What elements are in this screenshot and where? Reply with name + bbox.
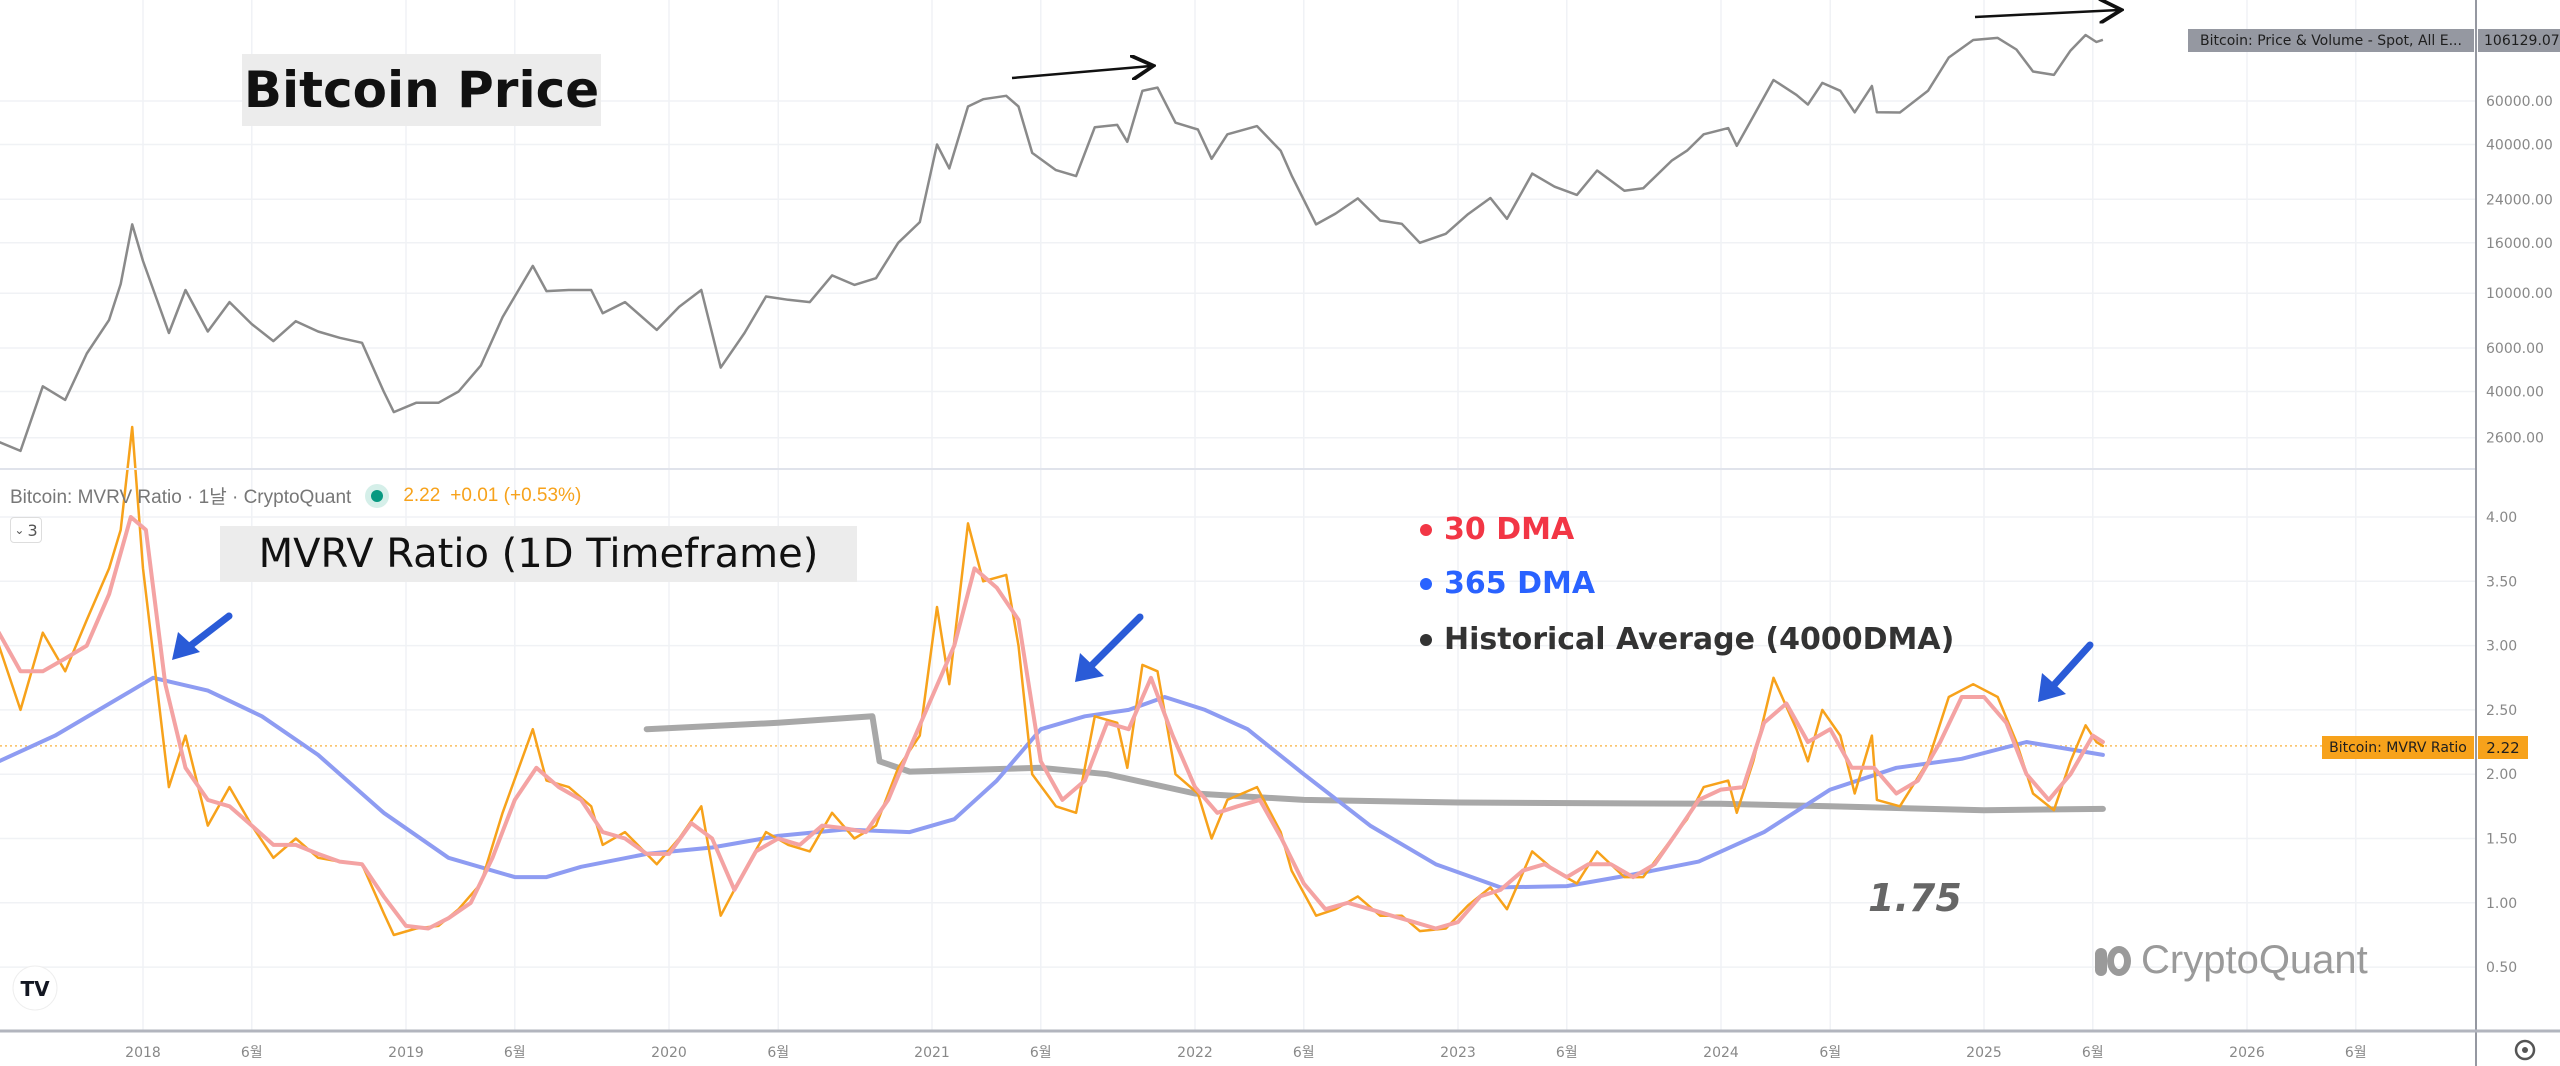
tradingview-logo[interactable]: TV bbox=[12, 965, 58, 1011]
x-tick-label: 6월 bbox=[504, 1045, 526, 1061]
collapse-indicators-button[interactable]: ⌄ 3 bbox=[10, 517, 42, 543]
x-tick-label: 6월 bbox=[2082, 1045, 2104, 1061]
mvrv-legend-header[interactable]: Bitcoin: MVRV Ratio · 1날 · CryptoQuant 2… bbox=[10, 482, 581, 509]
x-tick-label: 6월 bbox=[241, 1045, 263, 1061]
watermark-text: CryptoQuant bbox=[2141, 938, 2368, 982]
x-tick-label: 2025 bbox=[1966, 1045, 2002, 1061]
settings-gear-icon[interactable] bbox=[2514, 1039, 2536, 1061]
tradingview-logo-mark: TV bbox=[20, 977, 50, 1001]
legend-item-4000dma: Historical Average (4000DMA) bbox=[1420, 622, 1954, 657]
dma365-series-line bbox=[0, 675, 2105, 890]
legend-label: Historical Average (4000DMA) bbox=[1444, 622, 1955, 657]
mvrv-y-tick-label: 3.50 bbox=[2486, 574, 2517, 590]
legend-dot-icon bbox=[1420, 577, 1432, 590]
x-tick-label: 2018 bbox=[125, 1045, 161, 1061]
price-series-label: Bitcoin: Price & Volume - Spot, All E... bbox=[2188, 29, 2474, 52]
x-tick-label: 2023 bbox=[1440, 1045, 1476, 1061]
legend-item-365dma: 365 DMA bbox=[1420, 566, 1595, 601]
price-series-line bbox=[0, 33, 2104, 453]
arrow-annotation-2025-peak bbox=[1974, 10, 2119, 17]
price-y-tick-label: 24000.00 bbox=[2486, 192, 2553, 208]
axes-group: 2018 6월 2019 6월 2020 6월 2021 6월 2022 6월 2023 6월 2024… bbox=[125, 94, 2553, 1061]
price-y-tick-label: 10000.00 bbox=[2486, 286, 2553, 302]
mvrv-y-tick-label: 0.50 bbox=[2486, 960, 2517, 976]
mvrv-chart-title: MVRV Ratio (1D Timeframe) bbox=[220, 526, 857, 582]
legend-label: 30 DMA bbox=[1444, 512, 1575, 547]
price-last-value: 106129.07 bbox=[2478, 29, 2560, 52]
legend-dot-icon bbox=[1420, 633, 1432, 646]
chevron-down-icon: ⌄ bbox=[14, 523, 25, 537]
x-tick-label: 2020 bbox=[651, 1045, 687, 1061]
mvrv-y-tick-label: 3.00 bbox=[2486, 639, 2517, 655]
series-group bbox=[0, 33, 2476, 937]
x-tick-label: 2026 bbox=[2229, 1045, 2265, 1061]
blue-arrow-2021 bbox=[1075, 613, 1144, 682]
blue-arrow-2018 bbox=[172, 612, 233, 660]
historical-average-annotation: 1.75 bbox=[1868, 876, 1962, 920]
grid-lines bbox=[0, 0, 2476, 1031]
mvrv-last-value: 2.22 bbox=[2478, 736, 2528, 759]
dma30-series-line bbox=[0, 515, 2105, 931]
cryptoquant-logo-icon bbox=[2095, 944, 2131, 978]
x-tick-label: 6월 bbox=[1819, 1045, 1841, 1061]
x-tick-label: 2024 bbox=[1703, 1045, 1739, 1061]
mvrv-y-tick-label: 1.50 bbox=[2486, 832, 2517, 848]
legend-dot-icon bbox=[1420, 523, 1432, 536]
x-tick-label: 6월 bbox=[767, 1045, 789, 1061]
cryptoquant-watermark: CryptoQuant bbox=[2095, 938, 2368, 983]
x-tick-label: 6월 bbox=[1293, 1045, 1315, 1061]
x-tick-label: 6월 bbox=[2345, 1045, 2367, 1061]
legend-item-30dma: 30 DMA bbox=[1420, 512, 1574, 547]
price-y-tick-label: 2600.00 bbox=[2486, 431, 2544, 447]
price-y-tick-label: 60000.00 bbox=[2486, 94, 2553, 110]
mvrv-y-tick-label: 2.00 bbox=[2486, 767, 2517, 783]
mvrv-series-label: Bitcoin: MVRV Ratio bbox=[2322, 736, 2474, 759]
arrow-annotation-2021-peak bbox=[1011, 66, 1151, 78]
x-tick-label: 2021 bbox=[914, 1045, 950, 1061]
mvrv-header-value: 2.22 bbox=[403, 484, 441, 506]
x-tick-label: 2019 bbox=[388, 1045, 424, 1061]
legend-label: 365 DMA bbox=[1444, 566, 1596, 601]
mvrv-y-tick-label: 1.00 bbox=[2486, 896, 2517, 912]
price-chart-title: Bitcoin Price bbox=[242, 54, 601, 126]
x-tick-label: 2022 bbox=[1177, 1045, 1213, 1061]
indicator-count: 3 bbox=[27, 520, 38, 540]
price-y-tick-label: 6000.00 bbox=[2486, 341, 2544, 357]
mvrv-header-change: +0.01 (+0.53%) bbox=[450, 484, 582, 506]
x-tick-label: 6월 bbox=[1556, 1045, 1578, 1061]
mvrv-y-tick-label: 4.00 bbox=[2486, 510, 2517, 526]
x-tick-label: 6월 bbox=[1030, 1045, 1052, 1061]
status-dot-icon bbox=[371, 489, 384, 502]
price-y-tick-label: 40000.00 bbox=[2486, 137, 2553, 153]
price-y-tick-label: 16000.00 bbox=[2486, 236, 2553, 252]
price-y-tick-label: 4000.00 bbox=[2486, 384, 2544, 400]
mvrv-y-tick-label: 2.50 bbox=[2486, 703, 2517, 719]
dma4000-series-line bbox=[643, 713, 2106, 814]
blue-arrow-2025 bbox=[2038, 641, 2094, 702]
mvrv-series-header: Bitcoin: MVRV Ratio · 1날 · CryptoQuant bbox=[10, 487, 352, 508]
